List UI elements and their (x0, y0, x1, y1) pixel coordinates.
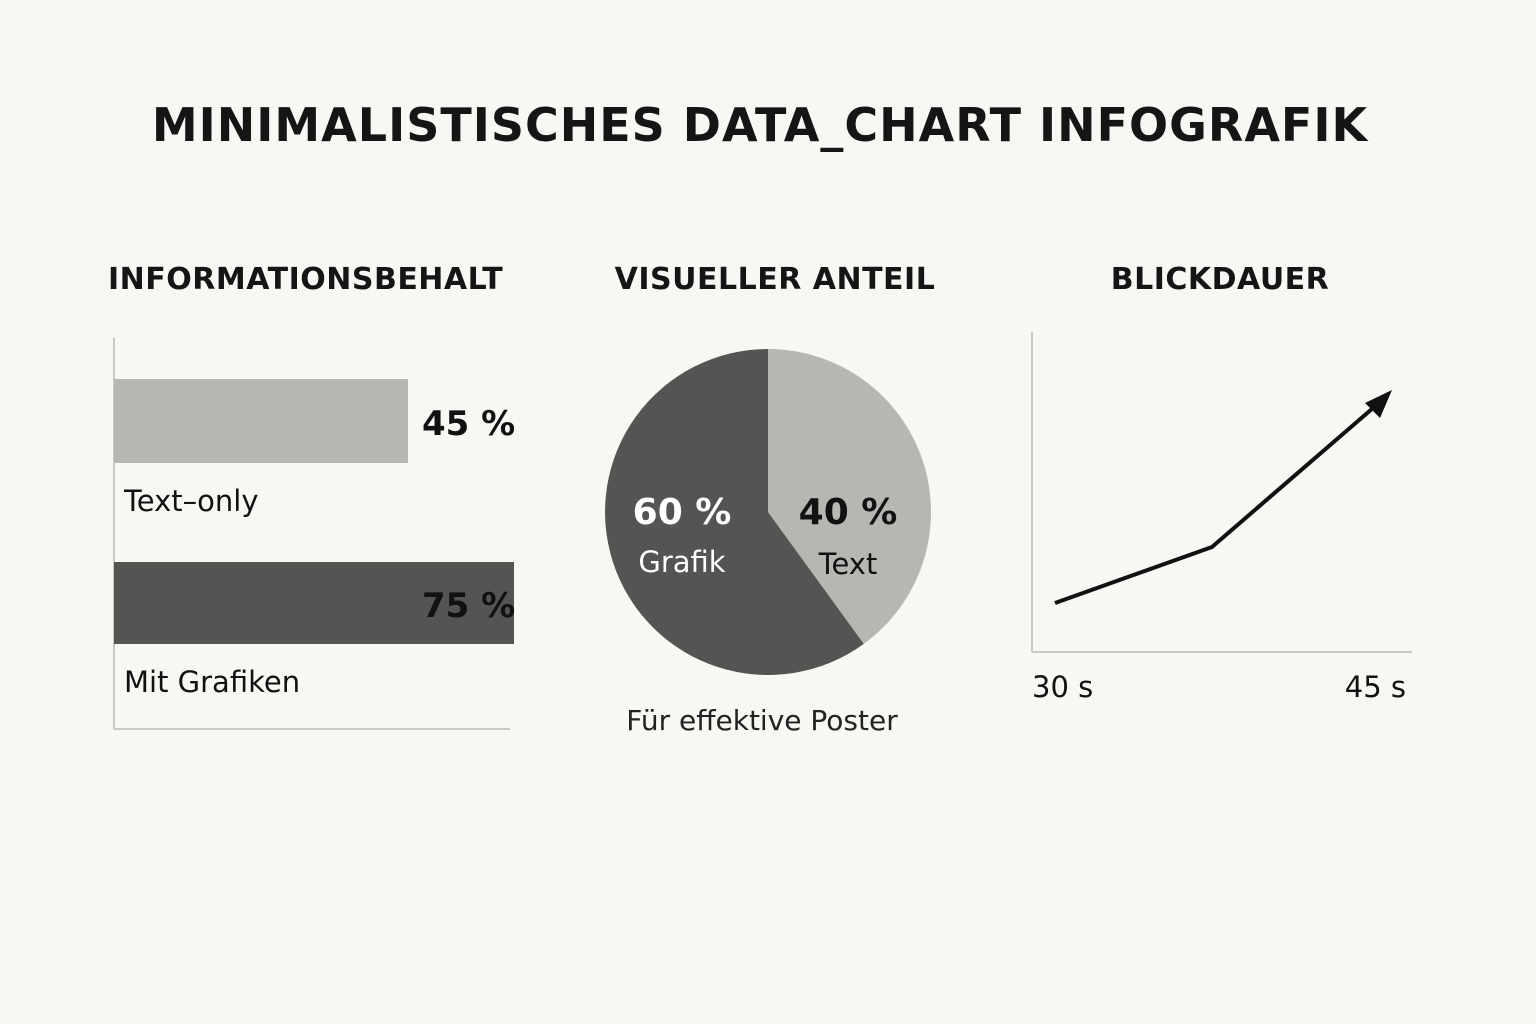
pie-slice-label: Text (818, 547, 878, 581)
line-chart-series (1054, 400, 1382, 605)
pie-slice (768, 348, 932, 644)
pie-chart-title: VISUELLER ANTEIL (614, 262, 936, 297)
bar-value-label: 75 % (422, 586, 515, 626)
pie-slice-label: Grafik (638, 545, 725, 579)
bar-category-label: Mit Grafiken (124, 665, 300, 699)
bar-chart-title: INFORMATIONSBEHALT (108, 262, 504, 297)
pie-slice (605, 349, 864, 675)
bar (114, 379, 408, 463)
bar-value-label: 45 % (422, 404, 515, 444)
pie-chart-caption: Für effektive Poster (626, 704, 898, 737)
arrow-head-icon (1365, 390, 1392, 418)
bar (114, 562, 514, 644)
bar-chart-bars: 45 % Text–only 75 % Mit Grafiken (114, 379, 515, 699)
line-chart-title: BLICKDAUER (1110, 262, 1330, 297)
x-tick-label: 30 s (1032, 670, 1093, 704)
pie-slice-value-label: 60 % (633, 492, 732, 533)
page-title: MINIMALISTISCHES DATA_CHART INFOGRAFIK (151, 98, 1369, 152)
pie-chart: 60 % Grafik 40 % Text (605, 348, 932, 675)
bar-category-label: Text–only (123, 484, 259, 518)
pie-slice-value-label: 40 % (799, 492, 898, 533)
x-tick-label: 45 s (1345, 670, 1406, 704)
